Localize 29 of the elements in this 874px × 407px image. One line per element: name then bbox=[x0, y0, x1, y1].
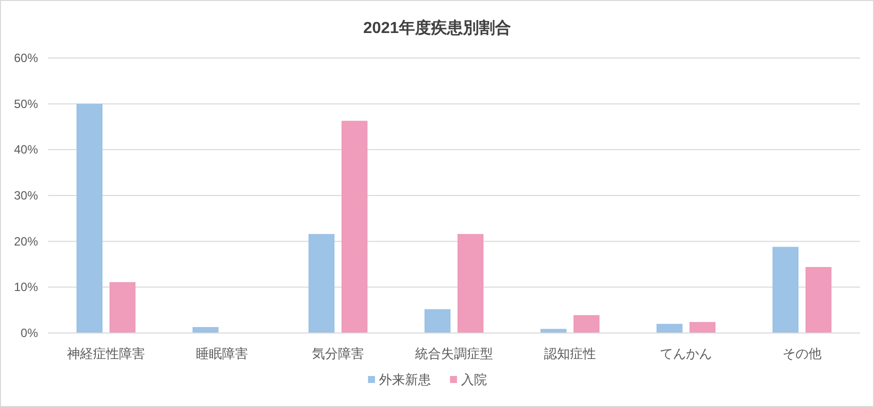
x-tick-label: てんかん bbox=[660, 346, 712, 361]
y-tick-label: 60% bbox=[14, 51, 38, 65]
y-tick-label: 10% bbox=[14, 280, 38, 294]
bar bbox=[342, 120, 368, 333]
y-tick-label: 0% bbox=[20, 326, 38, 340]
y-tick-label: 20% bbox=[14, 234, 38, 248]
bar bbox=[772, 246, 798, 333]
chart-title: 2021年度疾患別割合 bbox=[363, 18, 511, 37]
bar bbox=[76, 104, 102, 333]
x-tick-label: 気分障害 bbox=[312, 346, 364, 361]
y-tick-label: 40% bbox=[14, 142, 38, 157]
y-tick-label: 50% bbox=[14, 96, 38, 111]
bar bbox=[308, 234, 334, 333]
x-tick-label: 神経症性障害 bbox=[67, 346, 145, 361]
bar bbox=[110, 282, 136, 333]
x-tick-label: その他 bbox=[782, 346, 822, 361]
bar bbox=[806, 267, 832, 333]
x-tick-label: 睡眠障害 bbox=[196, 346, 248, 361]
bar bbox=[192, 327, 218, 333]
bar bbox=[656, 324, 682, 333]
legend-label: 入院 bbox=[461, 372, 487, 387]
bar bbox=[574, 315, 600, 333]
bar bbox=[424, 309, 450, 333]
bar bbox=[458, 234, 484, 333]
x-tick-label: 認知症性 bbox=[544, 346, 596, 361]
y-tick-label: 30% bbox=[14, 188, 38, 202]
x-tick-label: 統合失調症型 bbox=[415, 346, 493, 361]
bar bbox=[690, 322, 716, 333]
legend-label: 外来新患 bbox=[379, 372, 431, 387]
